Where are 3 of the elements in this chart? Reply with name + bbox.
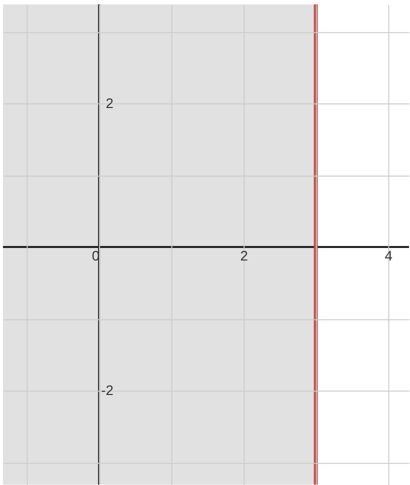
y-tick-label: -2	[101, 382, 114, 398]
x-tick-label: 4	[384, 247, 393, 264]
x-tick-label: 2	[240, 247, 248, 264]
